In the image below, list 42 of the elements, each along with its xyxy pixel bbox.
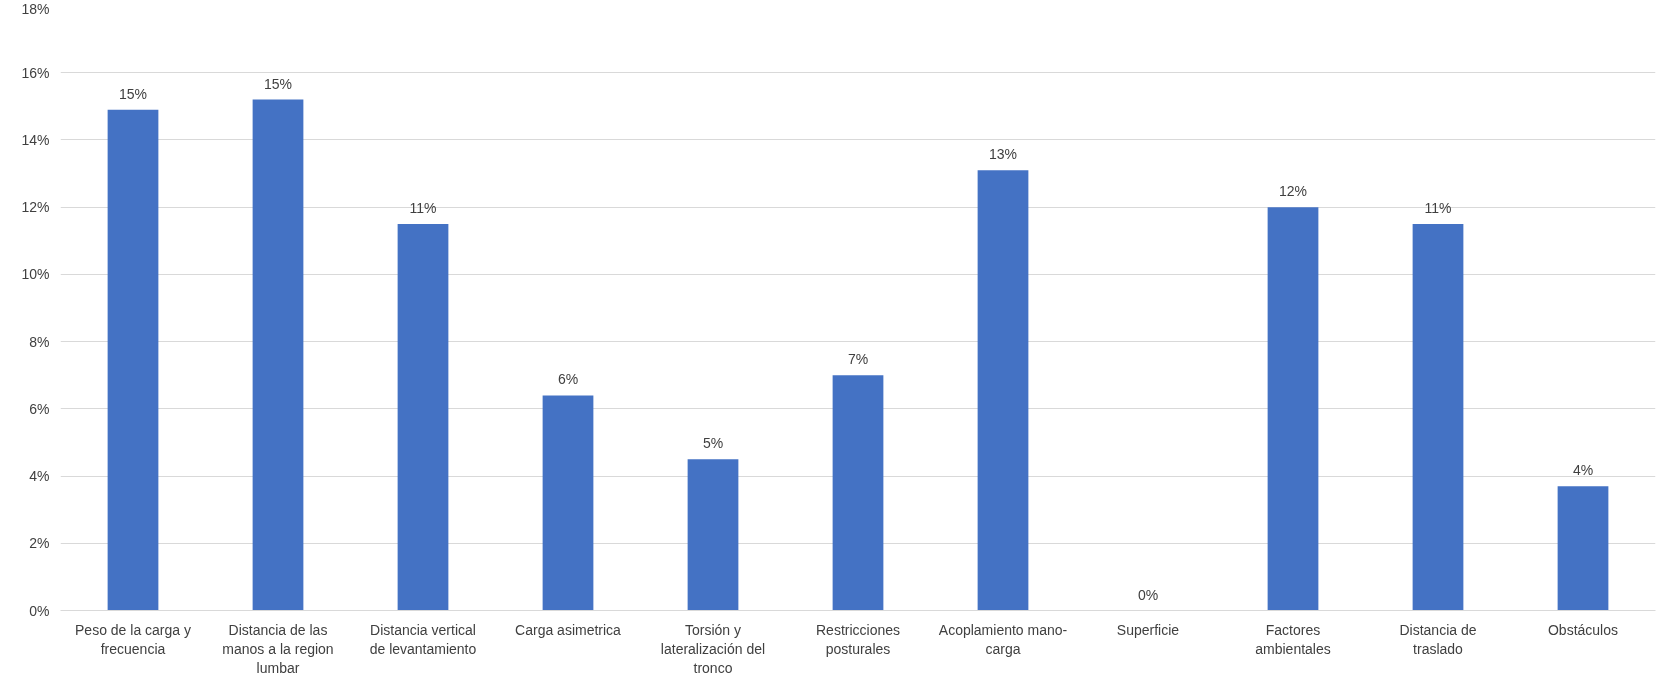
x-tick-label: Carga asimetrica: [515, 621, 622, 638]
bar: [252, 99, 304, 611]
y-tick-label: 2%: [29, 535, 50, 552]
bar: [1557, 486, 1609, 611]
y-tick-label: 10%: [21, 266, 50, 283]
data-label: 15%: [263, 75, 293, 92]
data-label: 5%: [702, 435, 724, 452]
data-label: 6%: [557, 371, 579, 388]
x-tick-label: Distancia de traslado: [1399, 621, 1477, 657]
data-label: 11%: [409, 199, 437, 216]
data-label: 11%: [1424, 199, 1452, 216]
y-tick-label: 14%: [21, 131, 50, 148]
y-tick-label: 18%: [21, 0, 50, 17]
x-tick-label: Restricciones posturales: [815, 621, 901, 657]
x-tick-label: Distancia vertical de levantamiento: [369, 621, 477, 657]
bar: [397, 223, 449, 611]
x-tick-label: Factores ambientales: [1255, 621, 1331, 657]
y-tick-label: 16%: [21, 64, 50, 81]
bar: [1412, 223, 1464, 611]
x-tick-label: Peso de la carga y frecuencia: [75, 621, 191, 657]
data-label: 15%: [118, 85, 148, 102]
x-tick-label: Acoplamiento mano-carga: [938, 621, 1068, 657]
x-tick-label: Distancia de las manos a la region lumbar: [222, 621, 334, 676]
y-tick-label: 8%: [29, 333, 50, 350]
data-label: 12%: [1278, 183, 1308, 200]
y-tick-label: 12%: [21, 199, 50, 216]
bar: [832, 375, 884, 611]
y-tick-label: 0%: [29, 602, 50, 619]
x-tick-label: Superficie: [1116, 621, 1180, 638]
x-tick-label: Obstáculos: [1547, 621, 1619, 638]
bar: [1267, 207, 1319, 611]
bar: [107, 109, 159, 611]
y-tick-label: 4%: [29, 468, 50, 485]
data-label: 4%: [1572, 462, 1594, 479]
bar: [687, 459, 739, 611]
data-label: 0%: [1137, 586, 1159, 603]
bar: [542, 395, 594, 611]
data-label: 13%: [988, 146, 1018, 163]
x-tick-label: Torsión y lateralización del tronco: [660, 621, 766, 676]
y-tick-label: 6%: [29, 400, 50, 417]
data-label: 7%: [847, 351, 869, 368]
bar: [977, 170, 1029, 611]
